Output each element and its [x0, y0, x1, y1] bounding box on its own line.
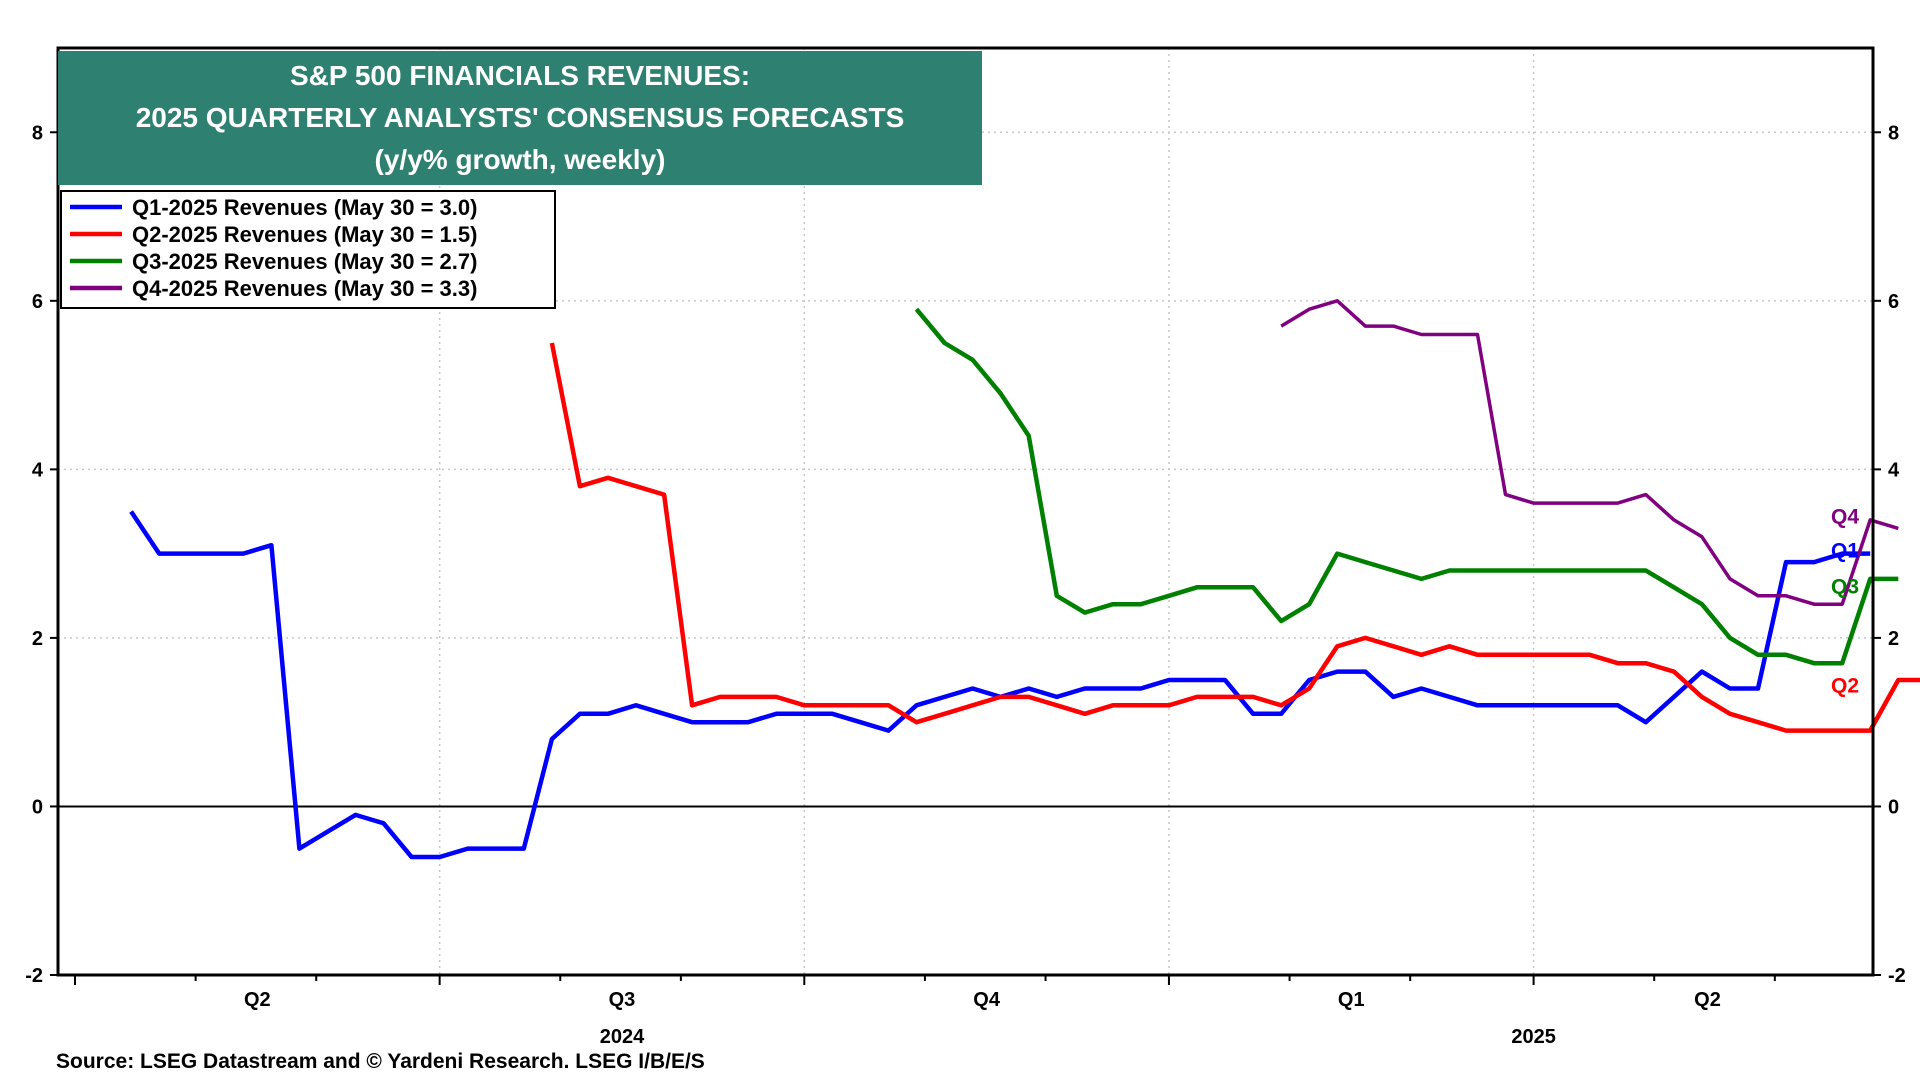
- series-line-q1: [129, 510, 1871, 860]
- x-year-label: 2024: [600, 1026, 645, 1048]
- y-tick-label-left: 8: [32, 122, 43, 144]
- x-quarter-label: Q2: [1694, 989, 1721, 1011]
- series-end-labels: Q1 Q2 Q3 Q4: [1831, 506, 1859, 698]
- y-tick-label-right: 0: [1888, 796, 1899, 818]
- title-box: S&P 500 FINANCIALS REVENUES: 2025 QUARTE…: [58, 51, 982, 185]
- series-line-q2: [549, 342, 1920, 733]
- x-quarter-label: Q1: [1338, 989, 1365, 1011]
- y-tick-label-left: 2: [32, 628, 43, 650]
- y-tick-label-right: 4: [1888, 459, 1900, 481]
- chart-subtitle: (y/y% growth, weekly): [375, 144, 666, 175]
- x-quarter-label: Q4: [973, 989, 1001, 1011]
- legend-label: Q3-2025 Revenues (May 30 = 2.7): [132, 249, 477, 274]
- series-line-q4: [1280, 299, 1899, 606]
- grid: [58, 48, 1873, 975]
- x-year-label: 2025: [1511, 1026, 1556, 1048]
- x-quarter-label: Q3: [609, 989, 636, 1011]
- y-tick-label-left: 4: [32, 459, 44, 481]
- y-tick-label-left: 0: [32, 796, 43, 818]
- title-background: [58, 51, 982, 185]
- series-end-label-q1: Q1: [1831, 539, 1859, 562]
- series-layer: [129, 299, 1920, 860]
- chart-title-line-2: 2025 QUARTERLY ANALYSTS' CONSENSUS FOREC…: [136, 102, 905, 133]
- legend-box: [60, 190, 556, 309]
- y-tick-label-right: 8: [1888, 122, 1899, 144]
- y-tick-label-left: 6: [32, 291, 43, 313]
- chart-title-line-1: S&P 500 FINANCIALS REVENUES:: [290, 60, 750, 91]
- y-tick-label-left: -2: [25, 965, 43, 987]
- legend-label: Q2-2025 Revenues (May 30 = 1.5): [132, 222, 477, 247]
- legend-label: Q4-2025 Revenues (May 30 = 3.3): [132, 276, 477, 301]
- axes: -2 -2 0 0 2 2 4 4 6 6 8 8 Q2 Q3 Q4 Q1 Q2 2024 2025: [25, 122, 1906, 1048]
- legend: Q1-2025 Revenues (May 30 = 3.0)Q2-2025 R…: [60, 190, 556, 309]
- legend-label: Q1-2025 Revenues (May 30 = 3.0): [132, 195, 477, 220]
- plot-frame: [56, 46, 1875, 977]
- series-line-q3: [914, 307, 1899, 666]
- series-end-label-q2: Q2: [1831, 674, 1859, 697]
- y-tick-label-right: 6: [1888, 291, 1899, 313]
- y-tick-label-right: 2: [1888, 628, 1899, 650]
- series-end-label-q4: Q4: [1831, 506, 1859, 529]
- source-note: Source: LSEG Datastream and © Yardeni Re…: [56, 1050, 705, 1073]
- series-end-label-q3: Q3: [1831, 576, 1859, 599]
- y-tick-label-right: -2: [1888, 965, 1906, 987]
- x-quarter-label: Q2: [244, 989, 271, 1011]
